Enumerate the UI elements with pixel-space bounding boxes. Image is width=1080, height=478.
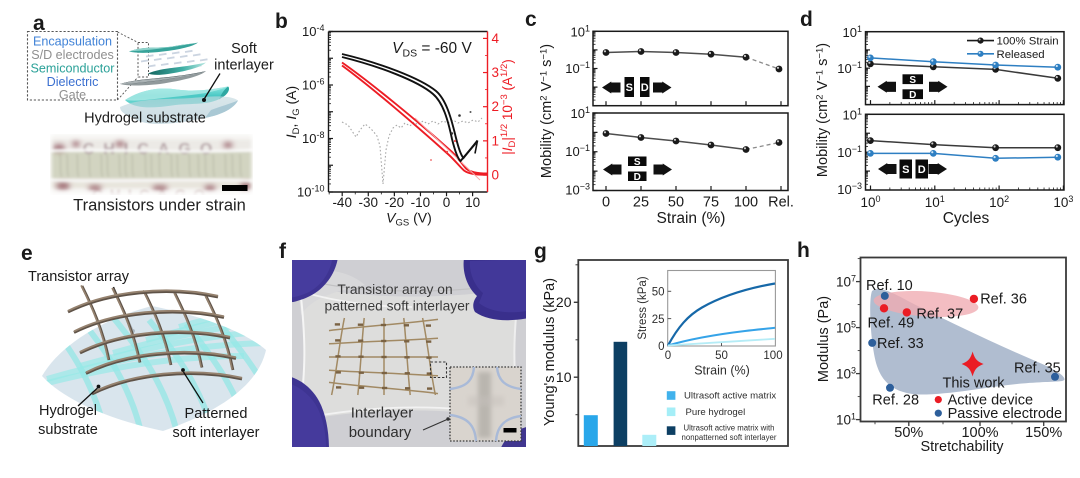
svg-text:Semiconductor: Semiconductor [31,62,115,76]
svg-text:Stress (kPa): Stress (kPa) [637,276,649,339]
svg-text:Pure hydrogel: Pure hydrogel [686,407,746,418]
svg-text:This work: This work [942,376,1005,392]
svg-text:Strain (%): Strain (%) [657,210,726,227]
svg-text:soft interlayer: soft interlayer [172,425,259,441]
svg-text:2: 2 [492,99,500,114]
svg-text:150%: 150% [1025,425,1062,441]
svg-text:0: 0 [492,168,500,183]
svg-text:Modulus (Pa): Modulus (Pa) [816,296,832,382]
svg-text:100: 100 [763,350,782,362]
svg-text:20: 20 [556,294,572,310]
svg-text:VGS (V): VGS (V) [386,210,432,229]
svg-text:g: g [534,240,547,263]
svg-text:Ref. 33: Ref. 33 [877,336,924,352]
svg-text:3: 3 [492,65,500,80]
svg-text:Ref. 35: Ref. 35 [1014,361,1061,377]
svg-text:D: D [641,82,649,94]
svg-text:a: a [33,12,45,35]
svg-text:0: 0 [602,195,610,211]
svg-text:50: 50 [715,350,728,362]
svg-text:-40: -40 [332,195,352,210]
svg-text:Active device: Active device [948,392,1033,408]
svg-text:-30: -30 [359,195,379,210]
svg-text:Hydrogel substrate: Hydrogel substrate [84,111,206,127]
svg-text:25: 25 [633,195,649,211]
svg-text:-20: -20 [385,195,405,210]
svg-text:Gate: Gate [59,88,86,102]
svg-text:h: h [797,239,810,262]
svg-text:50: 50 [652,287,665,299]
svg-text:S: S [626,82,633,94]
svg-text:Ref. 36: Ref. 36 [980,292,1027,308]
svg-text:Transistor array: Transistor array [28,269,130,285]
svg-text:Passive electrode: Passive electrode [948,406,1062,422]
svg-text:S/D electrodes: S/D electrodes [31,48,114,62]
svg-text:c: c [525,8,537,31]
svg-text:Rel.: Rel. [768,195,794,211]
svg-text:0: 0 [665,350,671,362]
svg-text:1: 1 [492,133,500,148]
svg-text:Ref. 10: Ref. 10 [866,278,913,294]
svg-text:Transistors under strain: Transistors under strain [73,197,246,215]
svg-text:Encapsulation: Encapsulation [33,35,112,49]
svg-text:75: 75 [703,195,719,211]
svg-text:0: 0 [443,195,451,210]
svg-text:VDS = -60 V: VDS = -60 V [392,40,472,60]
svg-text:f: f [279,240,287,263]
svg-text:substrate: substrate [38,422,98,438]
svg-text:Ultrasoft active matrix: Ultrasoft active matrix [684,391,776,402]
svg-text:4: 4 [492,31,500,46]
svg-text:CHICAGO: CHICAGO [83,141,222,158]
svg-text:Mobility (cm2 V−1 s−1): Mobility (cm2 V−1 s−1) [815,43,832,177]
svg-text:ID, IG (A): ID, IG (A) [283,86,302,138]
svg-text:D: D [634,172,641,183]
svg-text:101: 101 [925,194,945,210]
svg-text:Hydrogel: Hydrogel [39,403,97,419]
svg-text:100: 100 [734,195,758,211]
svg-text:Patterned: Patterned [185,406,248,422]
svg-text:10: 10 [556,369,572,385]
svg-text:Dielectric: Dielectric [47,75,99,89]
svg-text:S: S [902,164,909,176]
svg-text:Soft: Soft [231,41,257,57]
svg-text:103: 103 [1053,194,1073,210]
svg-text:CHICAGO: CHICAGO [92,187,212,204]
svg-text:d: d [800,8,813,31]
svg-text:Mobility (cm2 V−1 s−1): Mobility (cm2 V−1 s−1) [539,44,556,178]
svg-text:100% Strain: 100% Strain [997,36,1059,48]
svg-text:Ultrasoft active matrix with: Ultrasoft active matrix with [684,424,775,433]
svg-text:-10: -10 [411,195,431,210]
svg-text:Strain (%): Strain (%) [694,364,750,378]
svg-text:Cycles: Cycles [943,210,990,227]
svg-text:Interlayer: Interlayer [351,405,414,422]
svg-text:D: D [918,164,926,176]
svg-text:S: S [909,75,916,86]
svg-text:Ref. 37: Ref. 37 [916,307,963,323]
svg-text:0: 0 [658,341,664,353]
svg-text:Stretchability: Stretchability [920,439,1004,455]
svg-text:50%: 50% [894,425,923,441]
svg-text:e: e [21,242,33,265]
svg-text:patterned soft interlayer: patterned soft interlayer [325,299,470,314]
svg-text:25: 25 [652,314,665,326]
svg-text:interlayer: interlayer [214,58,274,74]
svg-text:b: b [275,10,288,33]
svg-text:100%: 100% [961,425,998,441]
svg-text:Ref. 49: Ref. 49 [868,316,915,332]
svg-text:100: 100 [860,194,880,210]
svg-text:Transistor array on: Transistor array on [337,282,452,297]
svg-text:boundary: boundary [349,424,412,441]
svg-text:S: S [634,157,641,168]
svg-text:Released: Released [997,49,1045,61]
svg-text:50: 50 [668,195,684,211]
svg-text:D: D [909,90,916,101]
svg-text:Ref. 28: Ref. 28 [872,393,919,409]
svg-text:10: 10 [465,195,480,210]
svg-text:Young's modulus (kPa): Young's modulus (kPa) [542,278,558,426]
svg-text:nonpatterned soft interlayer: nonpatterned soft interlayer [682,433,777,442]
